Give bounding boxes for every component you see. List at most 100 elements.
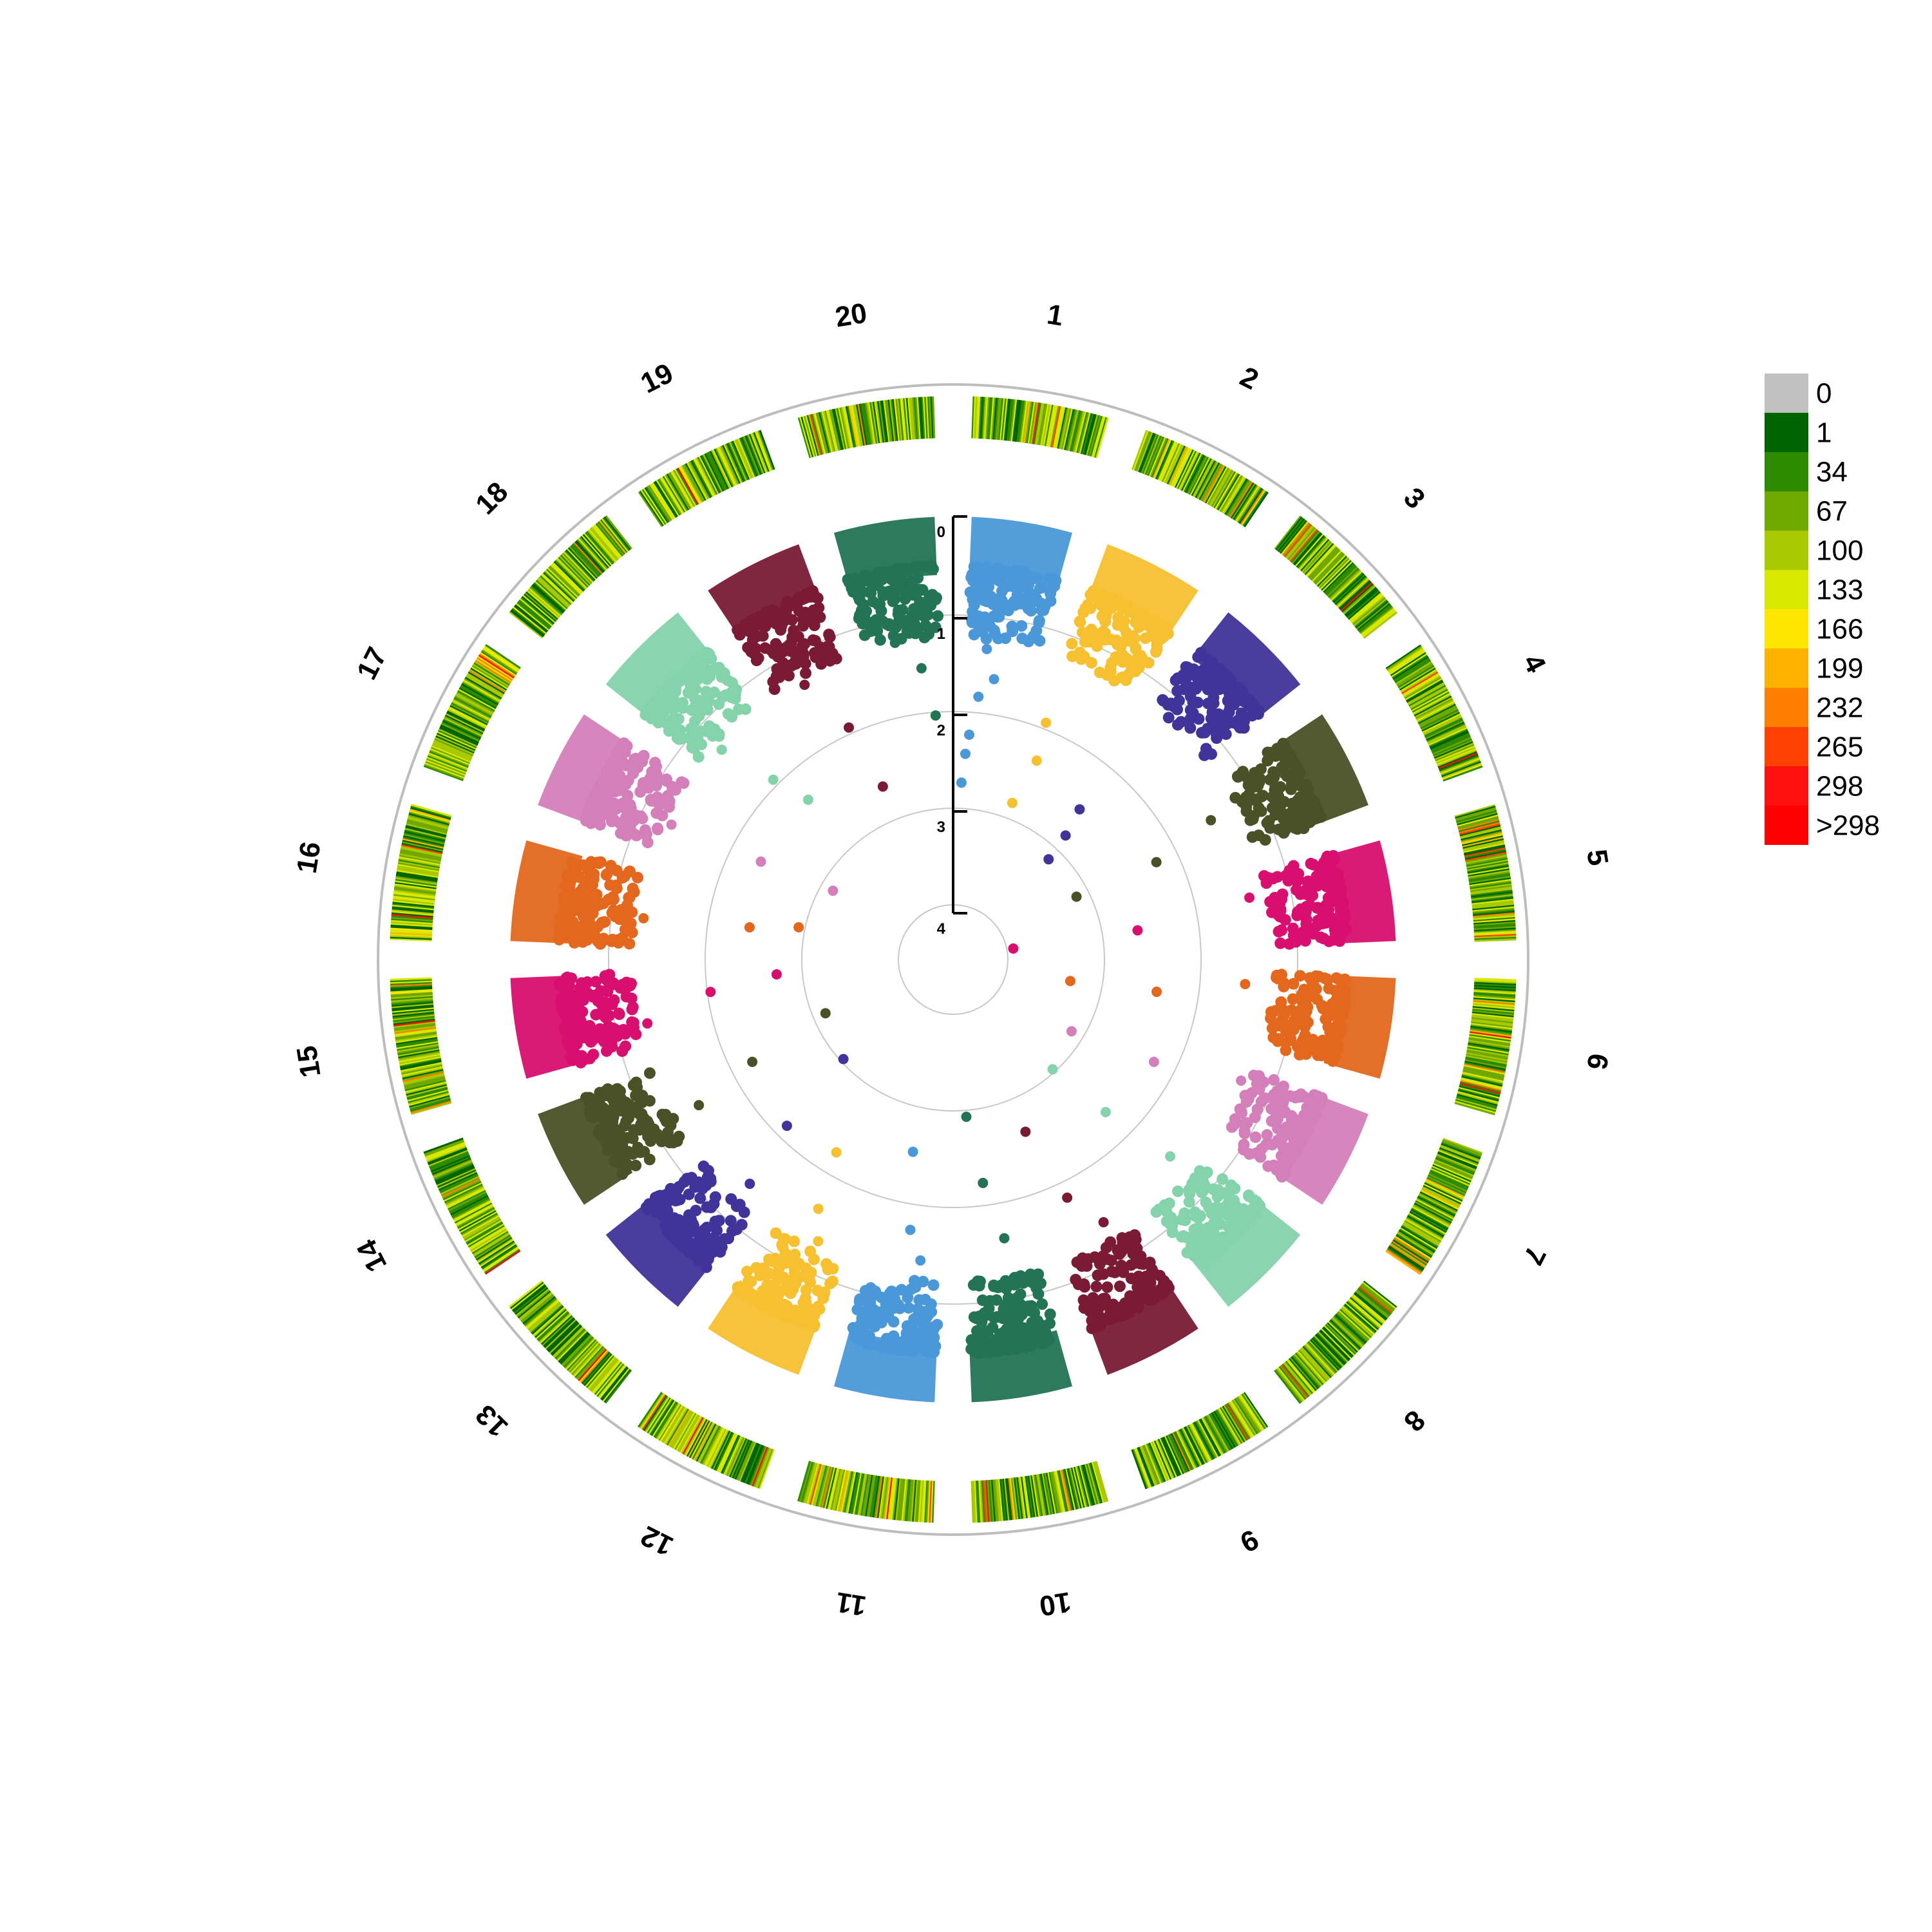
density-bin — [1285, 525, 1314, 559]
density-bin — [1156, 440, 1175, 480]
density-bin — [1091, 1462, 1104, 1503]
density-bin — [464, 676, 502, 699]
density-bin — [1387, 1246, 1424, 1272]
density-bin — [667, 1409, 690, 1446]
density-bin — [592, 526, 621, 560]
density-bin — [1012, 1477, 1019, 1520]
density-bin — [1175, 449, 1195, 488]
density-bin — [849, 405, 860, 447]
density-bin — [1407, 682, 1445, 705]
density-bin — [650, 482, 675, 520]
density-bin — [511, 1283, 546, 1312]
density-bin — [424, 1140, 465, 1157]
density-segment-chr-2 — [1132, 430, 1269, 527]
density-bin — [604, 1369, 632, 1404]
density-bin — [1463, 838, 1504, 849]
density-bin — [1343, 585, 1376, 615]
snp-point — [565, 1051, 578, 1063]
snp-point — [1113, 1280, 1126, 1293]
density-bin — [1413, 694, 1452, 716]
snp-point — [782, 670, 795, 682]
density-bin — [534, 1308, 567, 1338]
snp-point — [660, 1115, 672, 1128]
density-bin — [1414, 696, 1452, 717]
density-bin — [460, 1213, 498, 1236]
density-bin — [395, 878, 437, 887]
density-bin — [1470, 1028, 1512, 1036]
density-bin — [1025, 401, 1033, 444]
density-bin — [1226, 479, 1250, 516]
density-bin — [400, 849, 442, 860]
density-bin — [449, 1193, 488, 1215]
density-bin — [550, 1323, 582, 1355]
density-bin — [1309, 1339, 1340, 1372]
density-bin — [1394, 659, 1432, 684]
density-bin — [1428, 725, 1467, 745]
density-bin — [1394, 1236, 1430, 1262]
density-bin — [1314, 1334, 1345, 1366]
density-bin — [390, 989, 433, 993]
density-bin — [1090, 415, 1103, 457]
snp-point — [1277, 742, 1289, 754]
snp-point — [1030, 1282, 1043, 1294]
outlier-snp-point — [716, 744, 727, 755]
density-bin — [1349, 1297, 1383, 1326]
density-bin — [1019, 1477, 1027, 1519]
density-bin — [1309, 548, 1340, 580]
density-bin — [1392, 656, 1429, 681]
density-bin — [1425, 1179, 1465, 1198]
density-bin — [1426, 1177, 1466, 1197]
outlier-snp-point — [820, 1008, 831, 1019]
density-bin — [1472, 904, 1515, 911]
density-bin — [398, 1052, 440, 1061]
density-bin — [1031, 1475, 1040, 1517]
density-bin — [1242, 1392, 1267, 1429]
density-bin — [1141, 1445, 1159, 1485]
density-bin — [456, 692, 494, 714]
snp-point — [1255, 791, 1267, 803]
density-bin — [1454, 804, 1495, 818]
density-bin — [603, 1368, 631, 1403]
density-bin — [1276, 517, 1304, 552]
density-bin — [436, 734, 475, 753]
density-bin — [701, 454, 722, 493]
density-bin — [1009, 1478, 1016, 1520]
density-bin — [594, 524, 623, 558]
density-bin — [1152, 1441, 1170, 1481]
density-bin — [1144, 435, 1162, 475]
snp-point — [887, 592, 900, 605]
density-bin — [1301, 1347, 1331, 1379]
density-bin — [1229, 481, 1254, 518]
density-bin — [397, 1046, 439, 1056]
density-bin — [1194, 1421, 1216, 1459]
density-bin — [395, 1034, 437, 1042]
density-bin — [1432, 738, 1473, 757]
density-bin — [1356, 1289, 1390, 1318]
snp-point — [619, 911, 631, 923]
density-bin — [727, 1437, 746, 1477]
density-bin — [468, 671, 506, 694]
density-bin — [696, 457, 717, 496]
density-bin — [430, 1155, 470, 1173]
density-bin — [460, 684, 498, 707]
density-bin — [1050, 406, 1060, 448]
density-bin — [573, 1345, 603, 1378]
density-bin — [533, 1307, 566, 1337]
density-bin — [1388, 649, 1425, 674]
density-bin — [822, 410, 835, 452]
density-bin — [1087, 415, 1101, 457]
density-bin — [979, 1480, 984, 1522]
density-bin — [465, 1220, 503, 1244]
density-bin — [578, 537, 607, 571]
density-bin — [1329, 1320, 1361, 1351]
snp-point — [621, 899, 633, 911]
density-bin — [1057, 1470, 1068, 1512]
snp-point — [600, 765, 612, 777]
density-bin — [1132, 1448, 1149, 1489]
density-bin — [905, 397, 912, 440]
density-bin — [402, 839, 444, 851]
density-bin — [1285, 1361, 1314, 1395]
snp-point — [1117, 621, 1129, 633]
snp-point — [1081, 1254, 1093, 1266]
